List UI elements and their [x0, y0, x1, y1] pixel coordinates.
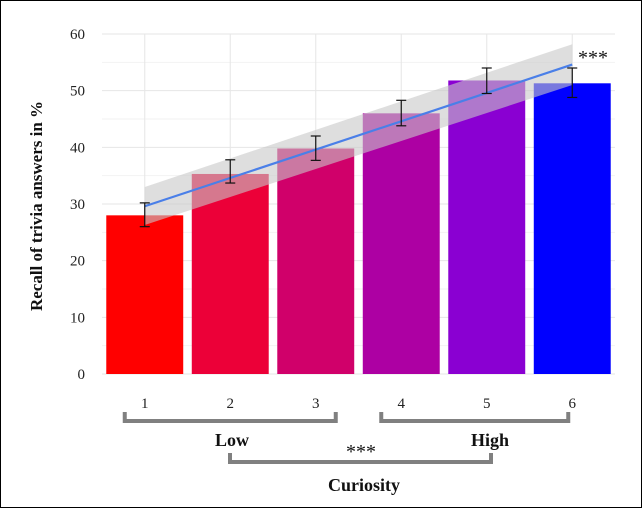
y-tick-label: 0 — [78, 367, 86, 383]
y-tick-label: 30 — [70, 197, 85, 213]
x-tick-label: 5 — [483, 396, 491, 412]
bracket-high — [379, 412, 571, 423]
x-tick-label: 6 — [569, 396, 577, 412]
bar-6 — [533, 83, 611, 375]
x-tick-label: 1 — [141, 396, 149, 412]
trend-line-group — [144, 44, 573, 225]
error-bars — [139, 67, 578, 228]
bar-3 — [277, 148, 355, 374]
bar-1 — [106, 215, 184, 374]
group-label-low: Low — [215, 430, 249, 450]
y-tick-label: 40 — [70, 140, 85, 156]
bar-4 — [362, 113, 440, 374]
group-brackets: Low High *** Curiosity — [122, 412, 571, 495]
bars — [106, 80, 611, 375]
x-tick-label: 3 — [312, 396, 320, 412]
bar-2 — [191, 173, 269, 374]
y-axis-label: Recall of trivia answers in % — [27, 101, 46, 311]
bar-5 — [448, 80, 526, 374]
y-tick-label: 20 — [70, 254, 85, 270]
y-tick-label: 60 — [70, 27, 85, 43]
comparison-significance: *** — [346, 441, 376, 463]
y-axis-ticks: 0 10 20 30 40 50 60 — [70, 27, 85, 383]
bracket-comparison — [228, 453, 493, 464]
bracket-low — [122, 412, 338, 423]
y-tick-label: 10 — [70, 310, 85, 326]
group-label-high: High — [471, 430, 509, 450]
x-tick-label: 2 — [227, 396, 235, 412]
trend-line — [144, 63, 573, 208]
x-axis-label: Curiosity — [328, 475, 400, 495]
x-axis-ticks: 1 2 3 4 5 6 — [141, 396, 577, 412]
y-tick-label: 50 — [70, 84, 85, 100]
trend-significance: *** — [578, 47, 608, 69]
x-tick-label: 4 — [398, 396, 406, 412]
